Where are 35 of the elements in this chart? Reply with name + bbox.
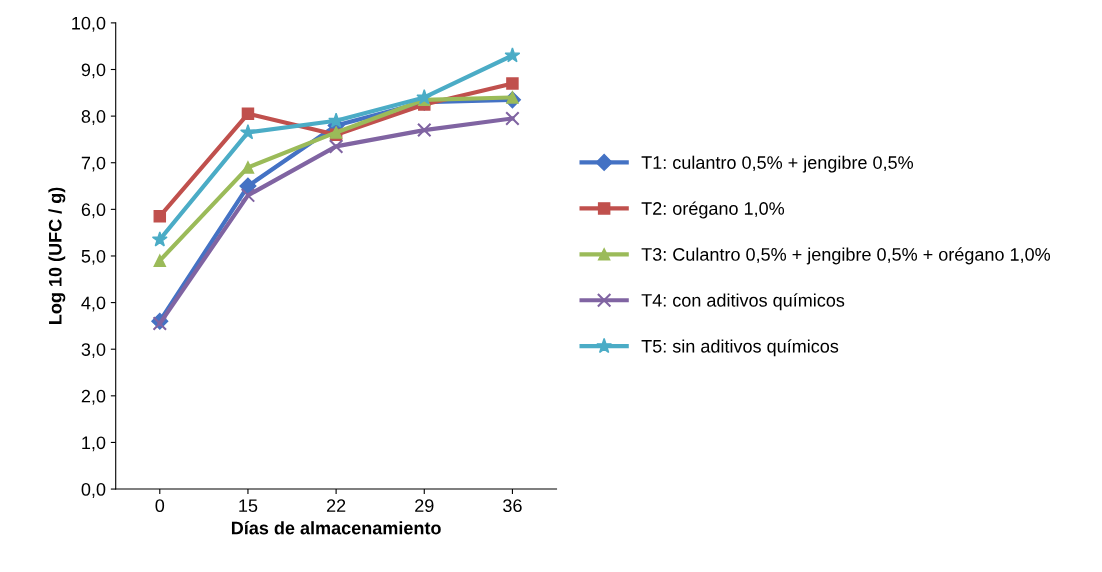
y-tick-label: 10,0 bbox=[72, 16, 106, 32]
point bbox=[328, 139, 344, 154]
point bbox=[241, 161, 255, 174]
y-tick-label: 1,0 bbox=[82, 436, 106, 452]
legend-label: T1: culantro 0,5% + jengibre 0,5% bbox=[641, 155, 914, 173]
x-tick-label: 15 bbox=[239, 499, 258, 513]
point bbox=[506, 77, 519, 90]
point bbox=[416, 122, 432, 138]
point bbox=[504, 47, 521, 63]
legend-label: T4: con aditivos químicos bbox=[641, 293, 845, 311]
y-tick-label: 8,0 bbox=[81, 110, 106, 125]
x-tick-label: 29 bbox=[415, 499, 434, 513]
point bbox=[239, 124, 256, 140]
y-tick-label: 6,0 bbox=[81, 203, 106, 219]
y-tick-label: 9,0 bbox=[81, 63, 106, 79]
point bbox=[241, 107, 255, 121]
point bbox=[153, 254, 167, 267]
y-tick-label: 3,0 bbox=[81, 343, 106, 359]
x-tick-label: 0 bbox=[155, 499, 165, 513]
point bbox=[505, 111, 520, 126]
x-tick-label: 36 bbox=[503, 499, 522, 513]
x-tick-label: 22 bbox=[326, 499, 346, 512]
y-tick-label: 5,0 bbox=[81, 249, 106, 265]
point bbox=[151, 231, 168, 247]
point bbox=[152, 316, 168, 331]
y-tick-label: 2,0 bbox=[81, 389, 106, 405]
legend-label: T3: Culantro 0,5% + jengibre 0,5% + orégano 1,0% bbox=[641, 247, 1051, 265]
legend-label: T2: orégano 1,0% bbox=[641, 201, 785, 219]
legend-label: T5: sin aditivos químicos bbox=[641, 339, 839, 357]
y-axis-title: Log 10 (UFC / g) bbox=[48, 187, 66, 324]
y-tick-label: 4,0 bbox=[81, 296, 106, 312]
point bbox=[153, 210, 167, 223]
y-tick-label: 0,0 bbox=[81, 482, 106, 498]
y-tick-label: 7,0 bbox=[81, 156, 106, 172]
x-axis-title: Días de almacenamiento bbox=[231, 521, 441, 535]
